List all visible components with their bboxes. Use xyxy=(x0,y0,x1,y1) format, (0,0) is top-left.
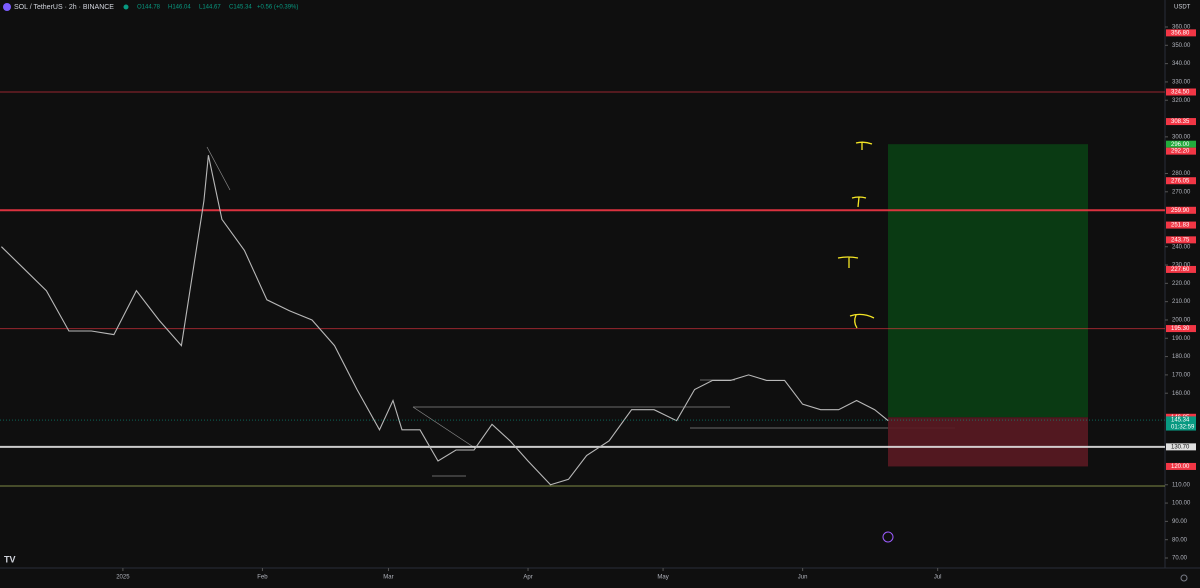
high: H146.04 xyxy=(168,5,191,11)
level-tag xyxy=(1166,140,1196,148)
level-label: 356.80 xyxy=(1171,30,1190,36)
y-tick-label: 330.00 xyxy=(1172,80,1191,86)
x-tick-label: May xyxy=(657,575,668,581)
level-tag xyxy=(1166,325,1196,333)
level-tag xyxy=(1166,147,1196,155)
open: O144.78 xyxy=(137,5,161,11)
hand-mark xyxy=(849,313,875,329)
price-line xyxy=(1,155,889,486)
hand-mark xyxy=(837,256,859,268)
x-tick-label: 2025 xyxy=(116,575,130,581)
symbol-icon xyxy=(3,3,11,11)
settings-icon[interactable] xyxy=(1180,574,1188,582)
level-tag xyxy=(1166,206,1196,214)
level-tag xyxy=(1166,29,1196,37)
replay-icon[interactable] xyxy=(882,531,894,543)
y-tick-label: 100.00 xyxy=(1172,501,1191,507)
y-tick-label: 350.00 xyxy=(1172,43,1191,49)
currency[interactable]: USDT xyxy=(1174,5,1191,11)
level-label: 292.20 xyxy=(1171,149,1190,155)
level-tag xyxy=(1166,118,1196,126)
y-tick-label: 80.00 xyxy=(1172,537,1188,543)
y-tick-label: 190.00 xyxy=(1172,336,1191,342)
y-tick-label: 180.00 xyxy=(1172,354,1191,360)
hand-mark xyxy=(855,141,873,150)
x-tick-label: Mar xyxy=(383,575,393,581)
low: L144.67 xyxy=(199,5,221,11)
x-tick-label: Feb xyxy=(257,575,268,581)
hand-mark xyxy=(851,196,867,208)
x-tick-label: Jun xyxy=(798,575,808,581)
level-tag xyxy=(1166,177,1196,185)
header: SOL / TetherUS · 2h · BINANCE O144.78 H1… xyxy=(3,3,298,11)
change: +0.56 (+0.39%) xyxy=(257,5,298,11)
level-label: 130.70 xyxy=(1171,444,1190,450)
y-tick-label: 300.00 xyxy=(1172,134,1191,140)
current-price-tag xyxy=(1166,416,1196,431)
level-label: 308.35 xyxy=(1171,119,1190,125)
level-tag xyxy=(1166,88,1196,96)
level-tag xyxy=(1166,462,1196,470)
level-tag xyxy=(1166,221,1196,229)
y-tick-label: 170.00 xyxy=(1172,372,1191,378)
level-label: 259.90 xyxy=(1171,208,1190,214)
symbol[interactable]: SOL / TetherUS · 2h · BINANCE xyxy=(14,4,114,11)
level-label: 324.50 xyxy=(1171,90,1190,96)
level-label: 243.75 xyxy=(1171,237,1190,243)
y-tick-label: 240.00 xyxy=(1172,244,1191,250)
y-tick-label: 70.00 xyxy=(1172,556,1188,562)
drawn-line xyxy=(412,406,476,449)
y-tick-label: 280.00 xyxy=(1172,171,1191,177)
level-label: 251.83 xyxy=(1171,223,1190,229)
level-tag xyxy=(1166,236,1196,244)
countdown: 01:32:59 xyxy=(1171,425,1195,431)
close: C145.34 xyxy=(229,5,252,11)
y-tick-label: 340.00 xyxy=(1172,61,1191,67)
y-tick-label: 360.00 xyxy=(1172,25,1191,31)
y-tick-label: 110.00 xyxy=(1172,482,1191,488)
status-dot xyxy=(123,4,129,10)
loss-zone xyxy=(888,417,1088,467)
level-tag xyxy=(1166,265,1196,273)
level-label: 195.30 xyxy=(1171,326,1190,332)
y-tick-label: 200.00 xyxy=(1172,318,1191,324)
y-tick-label: 320.00 xyxy=(1172,98,1191,104)
y-tick-label: 90.00 xyxy=(1172,519,1188,525)
profit-zone xyxy=(888,144,1088,418)
current-price-label: 145.34 xyxy=(1171,418,1190,424)
y-tick-label: 220.00 xyxy=(1172,281,1191,287)
y-tick-label: 210.00 xyxy=(1172,299,1191,305)
y-tick-label: 230.00 xyxy=(1172,263,1191,269)
level-label: 227.60 xyxy=(1171,267,1190,273)
plot: 70.00 80.00 90.00 100.00 110.00 160.00 170.00 1… xyxy=(0,25,1196,581)
logo: TV xyxy=(4,554,16,564)
y-tick-label: 270.00 xyxy=(1172,189,1191,195)
level-label: 276.05 xyxy=(1171,178,1190,184)
x-tick-label: Apr xyxy=(523,575,532,581)
drawn-line xyxy=(206,146,231,191)
level-tag xyxy=(1166,443,1196,451)
hand-marks xyxy=(837,141,875,329)
x-tick-label: Jul xyxy=(934,575,942,581)
y-tick-label: 160.00 xyxy=(1172,391,1191,397)
level-label: 120.00 xyxy=(1171,464,1190,470)
level-label: 296.00 xyxy=(1171,142,1190,148)
